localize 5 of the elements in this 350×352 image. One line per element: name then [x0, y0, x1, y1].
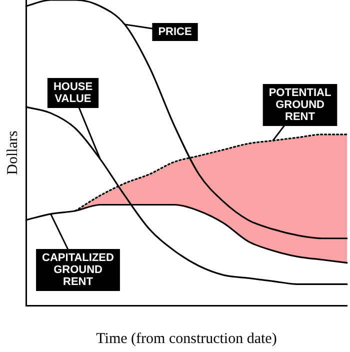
series-label: PRICE	[158, 26, 192, 38]
x-axis-title: Time (from construction date)	[96, 330, 277, 347]
series-label: HOUSE VALUE	[53, 81, 93, 106]
y-axis-title: Dollars	[4, 130, 21, 175]
text: CAPITALIZED GROUND RENT	[42, 252, 114, 288]
